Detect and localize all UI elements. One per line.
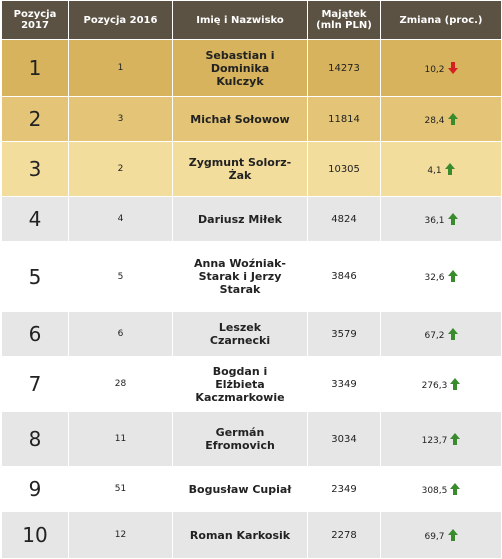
cell: 9 — [1, 466, 69, 512]
cell: 3349 — [307, 356, 381, 412]
cell: 28 — [68, 356, 173, 412]
cell: 11 — [68, 411, 173, 467]
cell: Zygmunt Solorz-Żak — [172, 141, 308, 197]
cell: 4 — [68, 196, 173, 242]
cell: 3 — [1, 141, 69, 197]
cell: 2349 — [307, 466, 381, 512]
table-row: 5 5 Anna Woźniak-Starak i Jerzy Starak 3846… — [1, 241, 502, 312]
table-row: 10 12 Roman Karkosik 2278 69,7 — [1, 511, 502, 559]
cell: 32,6 — [380, 241, 502, 312]
header-cell: Pozycja 2016 — [68, 0, 173, 40]
cell: 2 — [1, 96, 69, 142]
cell: 5 — [1, 241, 69, 312]
cell: Bogdan i Elżbieta Kaczmarkowie — [172, 356, 308, 412]
cell: 8 — [1, 411, 69, 467]
cell: Leszek Czarnecki — [172, 311, 308, 357]
cell: 10,2 — [380, 39, 502, 97]
arrow-up — [447, 212, 458, 225]
arrow-up — [450, 377, 461, 390]
cell: Germán Efromovich — [172, 411, 308, 467]
arrow-up — [447, 528, 458, 541]
cell: Michał Sołowow — [172, 96, 308, 142]
cell: 276,3 — [380, 356, 502, 412]
header-cell: Majątek (mln PLN) — [307, 0, 381, 40]
cell: 67,2 — [380, 311, 502, 357]
cell: 4824 — [307, 196, 381, 242]
arrow-up — [447, 327, 458, 340]
cell: 4,1 — [380, 141, 502, 197]
cell: 123,7 — [380, 411, 502, 467]
cell: Dariusz Miłek — [172, 196, 308, 242]
cell: Roman Karkosik — [172, 511, 308, 559]
table-row: 1 1 Sebastian i Dominika Kulczyk 14273 10,2 — [1, 39, 502, 97]
cell: 3034 — [307, 411, 381, 467]
cell: 3846 — [307, 241, 381, 312]
arrow-up — [450, 432, 461, 445]
cell: Anna Woźniak-Starak i Jerzy Starak — [172, 241, 308, 312]
table-row: 7 28 Bogdan i Elżbieta Kaczmarkowie 3349 276… — [1, 356, 502, 412]
table-row: 3 2 Zygmunt Solorz-Żak 10305 4,1 — [1, 141, 502, 197]
arrow-up — [444, 162, 455, 175]
cell: 10 — [1, 511, 69, 559]
cell: 36,1 — [380, 196, 502, 242]
table-row: 9 51 Bogusław Cupiał 2349 308,5 — [1, 466, 502, 512]
cell: 2278 — [307, 511, 381, 559]
cell: 3579 — [307, 311, 381, 357]
cell: 11814 — [307, 96, 381, 142]
cell: 3 — [68, 96, 173, 142]
cell: 1 — [68, 39, 173, 97]
cell: 308,5 — [380, 466, 502, 512]
table-row: 8 11 Germán Efromovich 3034 123,7 — [1, 411, 502, 467]
cell: 69,7 — [380, 511, 502, 559]
cell: 6 — [1, 311, 69, 357]
cell: 28,4 — [380, 96, 502, 142]
cell: 14273 — [307, 39, 381, 97]
cell: Sebastian i Dominika Kulczyk — [172, 39, 308, 97]
cell: Bogusław Cupiał — [172, 466, 308, 512]
arrow-up — [447, 112, 458, 125]
header-row: Pozycja 2017 Pozycja 2016 Imię i Nazwisko M… — [1, 0, 502, 40]
arrow-up — [450, 482, 461, 495]
cell: 4 — [1, 196, 69, 242]
header-cell: Pozycja 2017 — [1, 0, 69, 40]
cell: 6 — [68, 311, 173, 357]
cell: 12 — [68, 511, 173, 559]
arrow-up — [447, 270, 458, 282]
table-row: 6 6 Leszek Czarnecki 3579 67,2 — [1, 311, 502, 357]
cell: 1 — [1, 39, 69, 97]
cell: 2 — [68, 141, 173, 197]
arrow-down — [447, 61, 458, 74]
cell: 10305 — [307, 141, 381, 197]
table-row: 4 4 Dariusz Miłek 4824 36,1 — [1, 196, 502, 242]
cell: 5 — [68, 241, 173, 312]
header-cell: Zmiana (proc.) — [380, 0, 502, 40]
cell: 7 — [1, 356, 69, 412]
table-row: 2 3 Michał Sołowow 11814 28,4 — [1, 96, 502, 142]
cell: 51 — [68, 466, 173, 512]
header-cell: Imię i Nazwisko — [172, 0, 308, 40]
